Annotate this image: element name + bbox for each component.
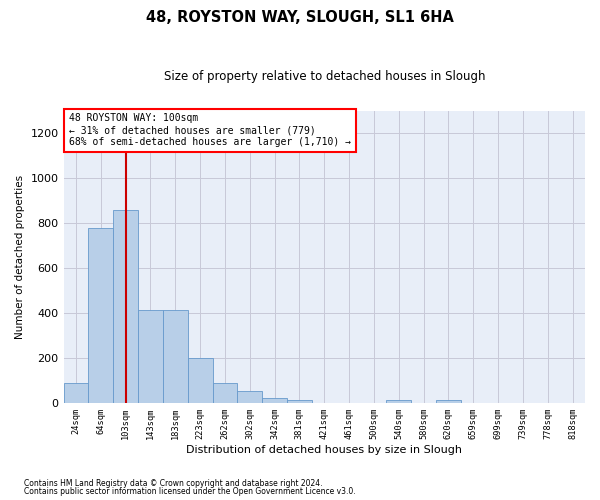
- Bar: [238, 392, 262, 403]
- Text: 48 ROYSTON WAY: 100sqm
← 31% of detached houses are smaller (779)
68% of semi-de: 48 ROYSTON WAY: 100sqm ← 31% of detached…: [69, 114, 351, 146]
- Bar: [212, 384, 238, 403]
- Bar: [262, 398, 287, 403]
- X-axis label: Distribution of detached houses by size in Slough: Distribution of detached houses by size …: [186, 445, 462, 455]
- Bar: [386, 400, 411, 403]
- Y-axis label: Number of detached properties: Number of detached properties: [15, 175, 25, 339]
- Title: Size of property relative to detached houses in Slough: Size of property relative to detached ho…: [164, 70, 485, 83]
- Bar: [88, 228, 113, 403]
- Text: Contains public sector information licensed under the Open Government Licence v3: Contains public sector information licen…: [24, 487, 356, 496]
- Bar: [138, 310, 163, 403]
- Bar: [287, 400, 312, 403]
- Text: Contains HM Land Registry data © Crown copyright and database right 2024.: Contains HM Land Registry data © Crown c…: [24, 478, 323, 488]
- Bar: [436, 400, 461, 403]
- Bar: [163, 310, 188, 403]
- Bar: [188, 358, 212, 403]
- Bar: [64, 383, 88, 403]
- Bar: [113, 210, 138, 403]
- Text: 48, ROYSTON WAY, SLOUGH, SL1 6HA: 48, ROYSTON WAY, SLOUGH, SL1 6HA: [146, 10, 454, 25]
